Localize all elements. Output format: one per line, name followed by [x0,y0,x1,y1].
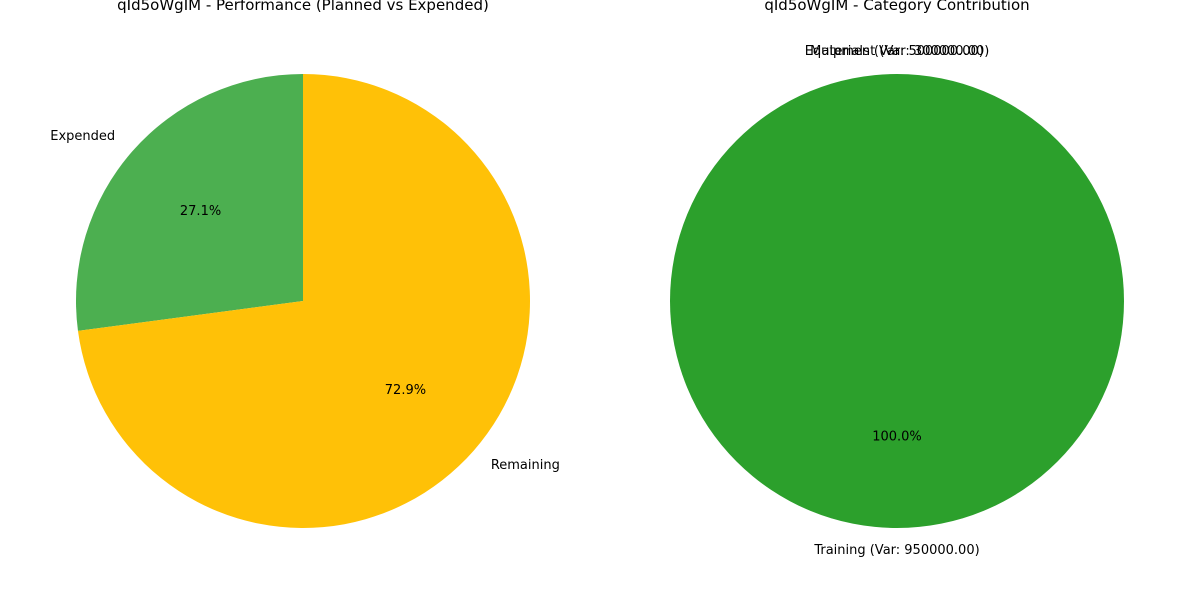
pie-chart-category-contribution: qId5oWgIM - Category Contribution Equipme… [670,0,1124,558]
pie-chart-performance: qId5oWgIM - Performance (Planned vs Expe… [50,0,560,528]
slice-label-materials: Materials (Var: 500000.00) [810,44,984,59]
chart-title: qId5oWgIM - Performance (Planned vs Expe… [117,0,489,14]
slice-label-remaining: Remaining [491,458,560,473]
pie-slice-remaining [77,74,530,528]
chart-title: qId5oWgIM - Category Contribution [764,0,1029,14]
slice-label-training: Training (Var: 950000.00) [813,543,979,558]
slice-percent-expended: 27.1% [180,204,221,219]
slice-percent-training: 100.0% [872,430,922,445]
slice-label-expended: Expended [50,129,115,144]
pie-slice-training [670,74,1124,528]
slice-label-equipment: Equipment (Var: 300000.00) [805,44,990,59]
slice-percent-remaining: 72.9% [385,383,426,398]
pie-slice-expended [76,74,304,331]
